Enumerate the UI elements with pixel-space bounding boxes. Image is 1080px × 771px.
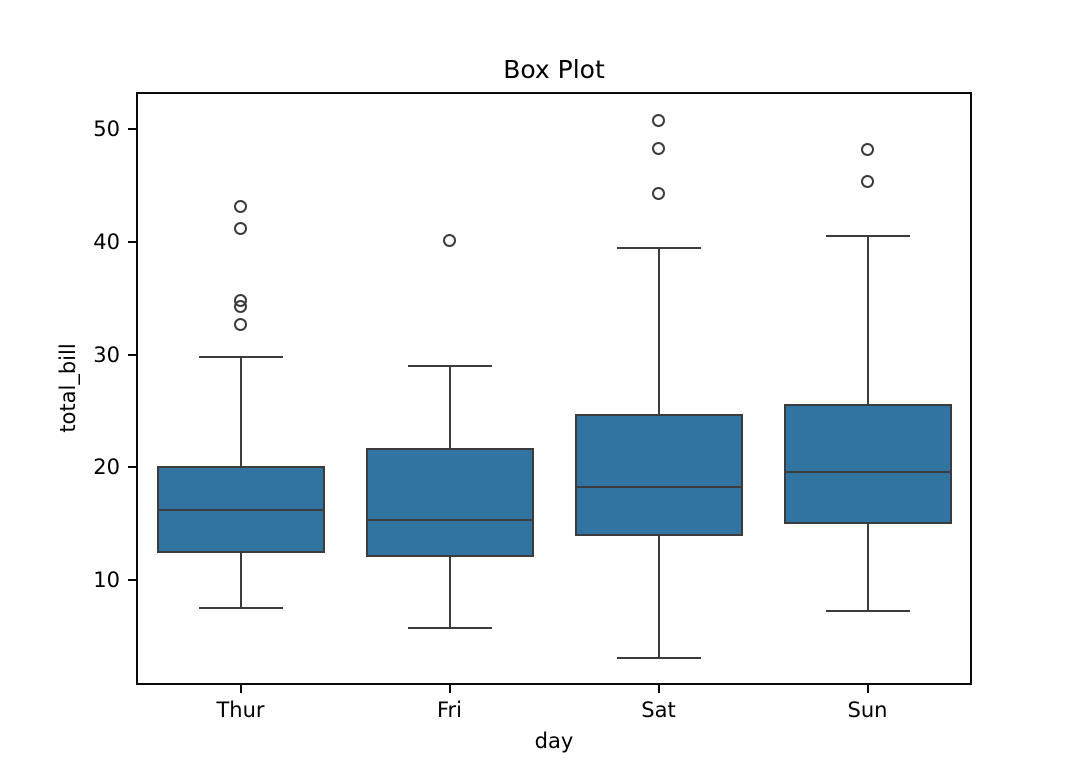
x-tick-mark	[448, 685, 451, 693]
outlier-marker	[234, 293, 247, 307]
whisker-high-cap	[616, 247, 701, 250]
x-tick-label: Thur	[216, 698, 265, 722]
median-line	[783, 470, 952, 473]
outlier-marker	[652, 113, 665, 127]
y-tick-mark	[128, 353, 136, 356]
plot-area	[136, 92, 972, 685]
whisker-low-cap	[616, 657, 701, 660]
box-iqr-rect	[156, 465, 325, 553]
whisker-high-line	[239, 356, 242, 466]
y-tick-mark	[128, 466, 136, 469]
outlier-marker	[652, 141, 665, 155]
x-tick-label: Sun	[847, 698, 888, 722]
outlier-marker	[861, 175, 874, 189]
x-tick-label: Sat	[641, 698, 676, 722]
whisker-high-cap	[198, 355, 283, 358]
outlier-marker	[234, 222, 247, 236]
chart-title: Box Plot	[503, 55, 605, 84]
outlier-marker	[861, 143, 874, 157]
y-tick-label: 10	[93, 568, 120, 593]
whisker-low-line	[448, 556, 451, 629]
whisker-low-cap	[407, 627, 492, 630]
outlier-marker	[443, 233, 456, 247]
y-tick-label: 40	[93, 229, 120, 254]
whisker-low-line	[239, 552, 242, 609]
x-axis-label: day	[534, 729, 574, 753]
box-iqr-rect	[783, 404, 952, 524]
median-line	[365, 518, 534, 521]
x-tick-mark	[239, 685, 242, 693]
whisker-low-cap	[825, 610, 910, 613]
y-tick-label: 50	[93, 117, 120, 142]
y-tick-mark	[128, 240, 136, 243]
box-iqr-rect	[574, 413, 743, 537]
y-tick-label: 30	[93, 342, 120, 367]
whisker-high-cap	[825, 234, 910, 237]
x-tick-label: Fri	[436, 698, 463, 722]
whisker-low-line	[657, 536, 660, 659]
whisker-high-cap	[407, 365, 492, 368]
outlier-marker	[234, 200, 247, 214]
x-tick-mark	[657, 685, 660, 693]
y-tick-label: 20	[93, 455, 120, 480]
y-tick-mark	[128, 579, 136, 582]
whisker-high-line	[448, 366, 451, 448]
x-tick-mark	[866, 685, 869, 693]
whisker-high-line	[866, 235, 869, 405]
whisker-low-line	[866, 523, 869, 612]
box-iqr-rect	[365, 447, 534, 557]
whisker-high-line	[657, 248, 660, 414]
whisker-low-cap	[198, 607, 283, 610]
median-line	[156, 509, 325, 512]
median-line	[574, 486, 743, 489]
outlier-marker	[652, 186, 665, 200]
y-tick-mark	[128, 128, 136, 131]
outlier-marker	[234, 317, 247, 331]
